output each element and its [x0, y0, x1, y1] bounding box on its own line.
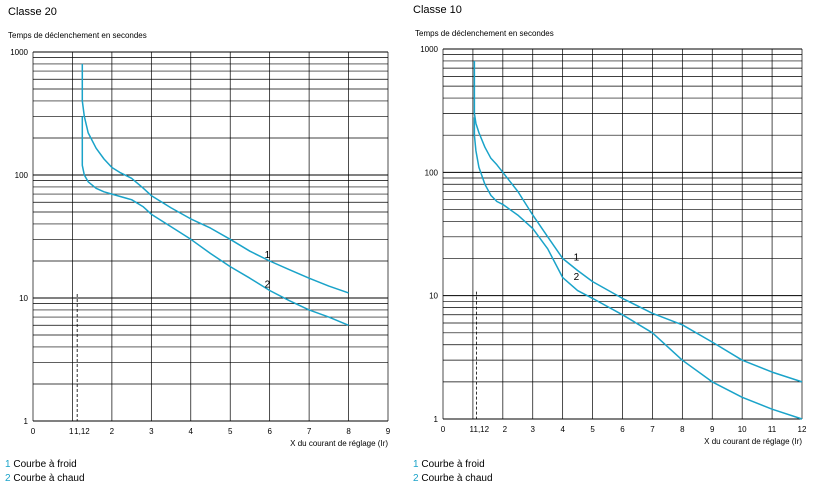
x-tick-label: 9: [710, 425, 715, 434]
x-tick-label: 1: [469, 425, 474, 434]
y-axis-label: Temps de déclenchement en secondes: [8, 31, 147, 40]
x-tick-label: 2: [503, 425, 508, 434]
x-tick-label: 5: [590, 425, 595, 434]
series-line-2: [473, 117, 803, 420]
x-tick-label: 7: [650, 425, 655, 434]
series-label-2: 2: [574, 272, 580, 283]
y-tick-label: 10: [429, 292, 438, 301]
chart-title: Classe 10: [413, 4, 462, 16]
y-tick-label: 10: [19, 294, 28, 303]
y-tick-label: 100: [425, 168, 439, 177]
x-tick-label: 6: [267, 427, 272, 436]
x-tick-label: 0: [31, 427, 36, 436]
x-tick-label: 0: [441, 425, 446, 434]
y-tick-labels: 1 10 100 1000: [10, 48, 28, 426]
x-tick-label: 12: [798, 425, 807, 434]
x-axis-label: X du courant de réglage (Ir): [704, 437, 802, 446]
x-tick-labels: 0 1 1,12 2 3 4 5 6 7 8 9: [31, 427, 391, 436]
y-tick-label: 100: [15, 171, 29, 180]
y-tick-labels: 1 10 100 1000: [420, 45, 438, 424]
legend-text: Courbe à chaud: [419, 473, 493, 484]
y-tick-label: 1000: [10, 48, 28, 57]
legend-text: Courbe à chaud: [11, 473, 85, 484]
y-axis-label: Temps de déclenchement en secondes: [415, 29, 554, 38]
legend-item-cold: 1 Courbe à froid: [413, 459, 485, 470]
grid: [32, 51, 389, 422]
series-label-1: 1: [574, 252, 580, 263]
chart-classe-20: Classe 20 Temps de déclenchement en seco…: [8, 6, 391, 448]
x-tick-label: 10: [738, 425, 747, 434]
x-tick-label: 1: [69, 427, 74, 436]
x-tick-label: 8: [680, 425, 685, 434]
x-tick-label: 2: [110, 427, 115, 436]
y-tick-label: 1000: [420, 45, 438, 54]
x-tick-label: 11: [768, 425, 777, 434]
x-tick-label: 1,12: [474, 425, 490, 434]
legend-item-cold: 1 Courbe à froid: [5, 459, 77, 470]
legend-number: 1: [5, 459, 11, 470]
x-axis-label: X du courant de réglage (Ir): [290, 439, 388, 448]
legend-text: Courbe à froid: [419, 459, 485, 470]
x-tick-label: 1,12: [74, 427, 90, 436]
x-tick-label: 4: [189, 427, 194, 436]
series-lines: [473, 61, 803, 420]
x-tick-label: 4: [560, 425, 565, 434]
chart-classe-10: Classe 10 Temps de déclenchement en seco…: [413, 4, 807, 446]
legend-right: 1 Courbe à froid 2 Courbe à chaud: [413, 459, 493, 484]
series-line-2: [81, 116, 349, 326]
series-line-1: [473, 61, 803, 383]
x-tick-label: 3: [149, 427, 154, 436]
x-tick-label: 5: [228, 427, 233, 436]
series-lines: [81, 63, 349, 326]
x-tick-labels: 0 1 1,12 2 3 4 5 6 7 8 9 10 11 12: [441, 425, 807, 434]
x-tick-label: 8: [346, 427, 351, 436]
legend-number: 2: [413, 473, 419, 484]
series-label-2: 2: [265, 280, 271, 291]
series-labels: 12: [265, 250, 271, 291]
x-tick-label: 9: [386, 427, 391, 436]
grid: [442, 48, 803, 420]
x-tick-label: 6: [620, 425, 625, 434]
series-label-1: 1: [265, 250, 271, 261]
legend-item-hot: 2 Courbe à chaud: [5, 473, 85, 484]
series-labels: 12: [574, 252, 580, 282]
legend-item-hot: 2 Courbe à chaud: [413, 473, 493, 484]
x-tick-label: 3: [531, 425, 536, 434]
y-tick-label: 1: [24, 417, 29, 426]
legend-number: 1: [413, 459, 419, 470]
series-line-1: [81, 63, 349, 294]
y-tick-label: 1: [434, 415, 439, 424]
legend-text: Courbe à froid: [11, 459, 77, 470]
chart-title: Classe 20: [8, 6, 57, 18]
legend-left: 1 Courbe à froid 2 Courbe à chaud: [5, 459, 85, 484]
legend-number: 2: [5, 473, 11, 484]
x-tick-label: 7: [307, 427, 312, 436]
